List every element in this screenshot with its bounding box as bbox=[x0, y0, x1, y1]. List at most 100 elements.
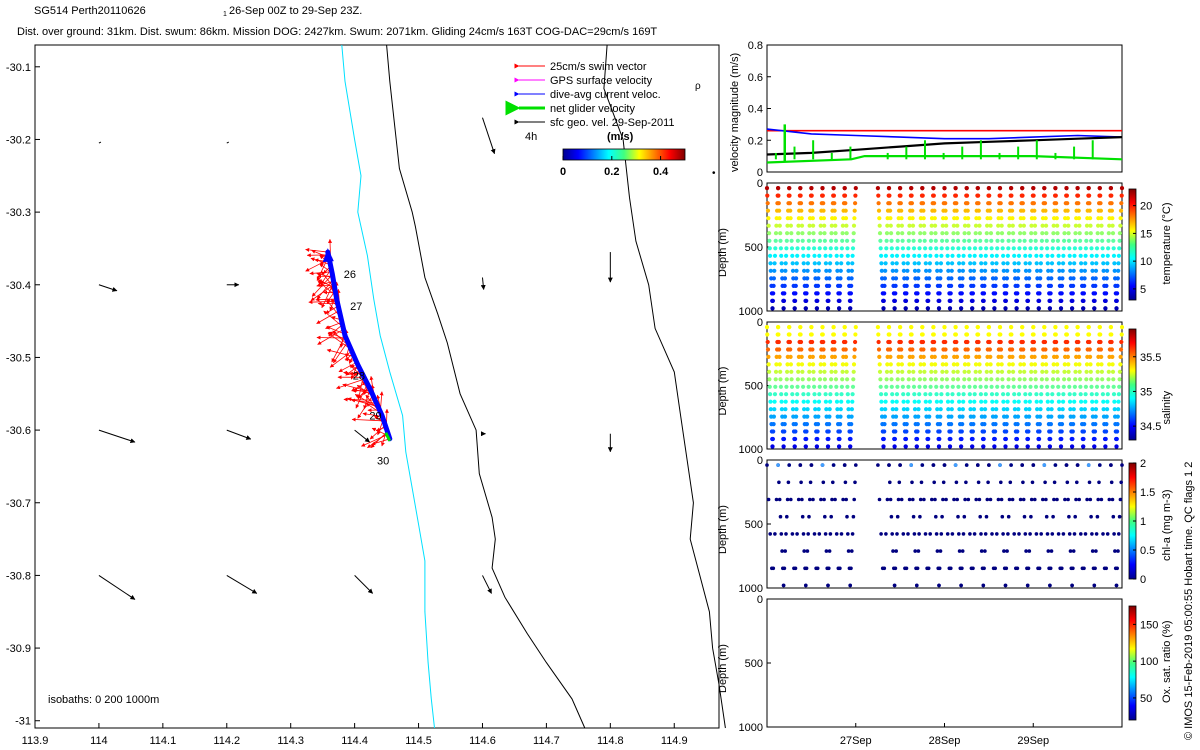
temperature-point bbox=[776, 193, 781, 198]
salinity-point bbox=[1092, 444, 1097, 449]
chla-point bbox=[960, 549, 965, 553]
salinity-point bbox=[898, 332, 903, 337]
temperature-point bbox=[834, 246, 839, 251]
oxygen-y-tick-label: 500 bbox=[745, 658, 763, 670]
salinity-point bbox=[782, 422, 787, 427]
salinity-point bbox=[926, 422, 932, 427]
temperature-point bbox=[839, 261, 844, 266]
geo-vector bbox=[98, 284, 118, 292]
temperature-point bbox=[989, 253, 995, 258]
salinity-point bbox=[981, 429, 987, 434]
temperature-point bbox=[1096, 223, 1101, 228]
chla-point bbox=[1088, 497, 1093, 502]
chla-point bbox=[990, 532, 994, 536]
temperature-point bbox=[998, 193, 1003, 198]
temperature-point bbox=[972, 246, 978, 251]
salinity-point bbox=[877, 369, 883, 374]
chla-point bbox=[766, 497, 771, 502]
salinity-point bbox=[765, 339, 770, 345]
salinity-point bbox=[766, 362, 771, 367]
temperature-point bbox=[949, 276, 954, 281]
chla-point bbox=[952, 497, 956, 502]
salinity-point bbox=[951, 362, 957, 367]
salinity-point bbox=[799, 354, 804, 359]
salinity-point bbox=[881, 436, 886, 442]
temperature-point bbox=[940, 238, 945, 243]
salinity-point bbox=[1015, 414, 1021, 419]
temperature-point bbox=[916, 276, 921, 281]
chla-point bbox=[783, 549, 787, 553]
chla-point bbox=[915, 583, 919, 588]
salinity-point bbox=[900, 384, 906, 389]
temperature-point bbox=[799, 223, 805, 228]
temperature-point bbox=[1081, 291, 1086, 296]
salinity-point bbox=[1049, 399, 1055, 404]
salinity-point bbox=[1011, 384, 1016, 389]
salinity-point bbox=[1032, 354, 1037, 359]
chla-point bbox=[988, 497, 993, 502]
salinity-y-tick-label: 0 bbox=[757, 317, 763, 329]
salinity-point bbox=[934, 399, 940, 404]
temperature-point bbox=[959, 298, 964, 303]
temperature-point bbox=[1087, 201, 1092, 206]
salinity-point bbox=[1057, 407, 1062, 412]
oxygen-colorbar-tick-label: 50 bbox=[1140, 693, 1152, 705]
temperature-point bbox=[1027, 276, 1032, 281]
chla-point bbox=[768, 532, 772, 536]
salinity-point bbox=[906, 392, 911, 397]
salinity-point bbox=[1061, 384, 1066, 389]
salinity-point bbox=[904, 422, 909, 427]
salinity-point bbox=[904, 429, 909, 434]
chla-point bbox=[779, 532, 784, 536]
temperature-point bbox=[1017, 246, 1022, 251]
map-x-ticks: 113.9 114 114.1 114.2 114.3 114.4 114.5 114.6 11… bbox=[22, 723, 688, 747]
chla-point bbox=[809, 463, 814, 467]
credit-text: © IMOS 15-Feb-2019 05:00:55 Hobart time.… bbox=[1183, 462, 1195, 740]
temperature-point bbox=[826, 298, 831, 303]
salinity-point bbox=[968, 407, 973, 412]
temperature-point bbox=[905, 276, 910, 281]
temperature-point bbox=[920, 201, 926, 206]
salinity-point bbox=[1049, 407, 1054, 412]
salinity-point bbox=[839, 392, 844, 397]
temperature-point bbox=[798, 193, 803, 198]
temperature-point bbox=[911, 238, 916, 243]
temperature-point bbox=[785, 231, 790, 236]
salinity-point bbox=[905, 414, 910, 419]
temperature-point bbox=[885, 223, 890, 228]
temperature-point bbox=[838, 268, 843, 273]
temperature-point bbox=[1103, 306, 1108, 311]
temperature-point bbox=[776, 186, 781, 191]
salinity-point bbox=[844, 362, 849, 367]
temperature-point bbox=[796, 223, 801, 228]
temperature-point bbox=[796, 231, 801, 236]
temperature-point bbox=[1006, 238, 1011, 243]
chla-point bbox=[850, 549, 854, 553]
temperature-point bbox=[848, 306, 853, 311]
temperature-point bbox=[1094, 261, 1099, 266]
chla-point bbox=[976, 463, 980, 467]
salinity-point bbox=[996, 362, 1001, 367]
salinity-point bbox=[895, 377, 900, 382]
salinity-point bbox=[782, 429, 787, 434]
salinity-point bbox=[933, 377, 938, 382]
salinity-point bbox=[767, 369, 772, 374]
temperature-point bbox=[1029, 231, 1034, 236]
temperature-point bbox=[765, 193, 770, 198]
salinity-point bbox=[824, 407, 829, 412]
temperature-point bbox=[1101, 261, 1106, 266]
temperature-point bbox=[959, 291, 964, 296]
temperature-point bbox=[884, 246, 889, 251]
swim-vector bbox=[338, 361, 357, 373]
salinity-point bbox=[966, 362, 971, 367]
temperature-point bbox=[1048, 283, 1053, 288]
salinity-point bbox=[1116, 407, 1121, 412]
salinity-point bbox=[846, 407, 851, 412]
temperature-point bbox=[784, 246, 789, 251]
temperature-point bbox=[912, 253, 917, 258]
salinity-point bbox=[1036, 444, 1041, 449]
temperature-point bbox=[790, 268, 796, 273]
temperature-point bbox=[925, 306, 931, 311]
temperature-point bbox=[894, 253, 900, 258]
temperature-point bbox=[1006, 246, 1011, 251]
